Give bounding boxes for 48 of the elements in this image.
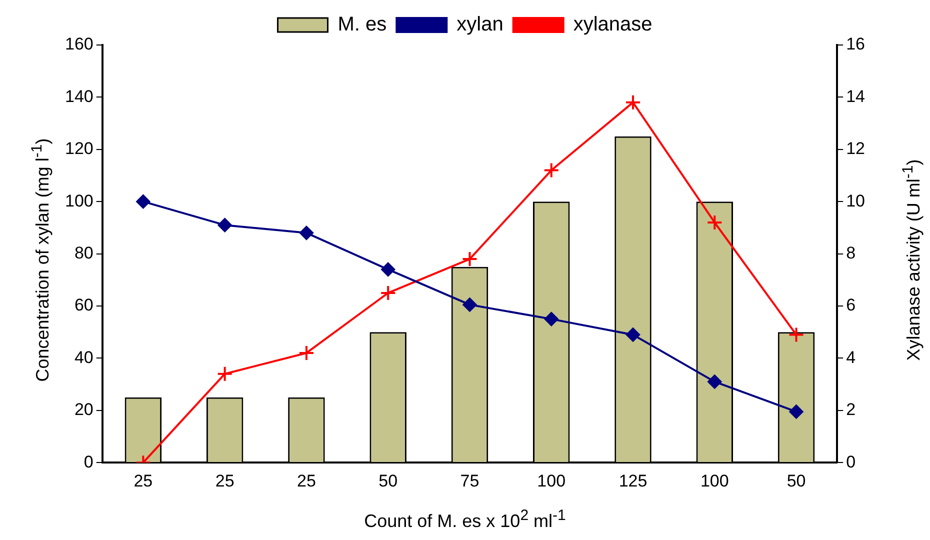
point (299, 226, 314, 240)
point (706, 214, 723, 230)
legend-label: xylanase (573, 14, 652, 36)
x-tick-label: 100 (537, 471, 566, 490)
y2-tick-label: 16 (846, 34, 866, 54)
y-tick-label: 100 (64, 191, 94, 210)
y-tick-label: 160 (64, 34, 94, 54)
x-tick-label: 25 (296, 471, 316, 490)
point (380, 284, 396, 301)
x-tick-label: 125 (618, 471, 648, 490)
x-tick-label: 75 (460, 471, 480, 490)
point (625, 94, 641, 110)
y-tick-label: 40 (74, 348, 94, 367)
y2-tick-label: 8 (846, 243, 856, 262)
point (789, 404, 804, 419)
point (216, 366, 233, 382)
y-tick-label: 60 (74, 296, 94, 315)
point (462, 251, 478, 268)
x-tick-label: 25 (134, 471, 153, 490)
y2-tick-label: 12 (846, 139, 866, 158)
point (381, 262, 396, 276)
point (543, 162, 560, 178)
point (788, 326, 804, 343)
y-tick-label: 0 (84, 452, 94, 472)
point (462, 298, 477, 312)
point (544, 312, 558, 326)
x-tick-label: 50 (378, 471, 398, 490)
point (298, 344, 314, 361)
legend-label: M. es (338, 14, 387, 36)
point (708, 374, 722, 389)
y-tick-label: 20 (74, 400, 94, 420)
point (218, 218, 232, 232)
legend-label: xylan (456, 14, 504, 36)
y-tick-label: 120 (64, 139, 94, 158)
x-axis-title: Count of M. es x 10$^{2}$ ml$^{-1}$ (363, 507, 567, 532)
y2-tick-label: 10 (846, 191, 866, 210)
x-tick-label: 50 (786, 471, 806, 490)
y-tick-label: 80 (74, 243, 94, 262)
x-tick-label: 100 (700, 471, 729, 490)
y2-tick-label: 6 (846, 296, 856, 315)
y2-tick-label: 14 (846, 86, 866, 106)
x-tick-label: 25 (215, 471, 234, 490)
y2-tick-label: 4 (846, 348, 856, 367)
point (626, 328, 640, 342)
y2-tick-label: 2 (846, 400, 856, 420)
y2-tick-label: 0 (846, 452, 856, 472)
point (136, 194, 150, 209)
y-tick-label: 140 (64, 86, 94, 106)
